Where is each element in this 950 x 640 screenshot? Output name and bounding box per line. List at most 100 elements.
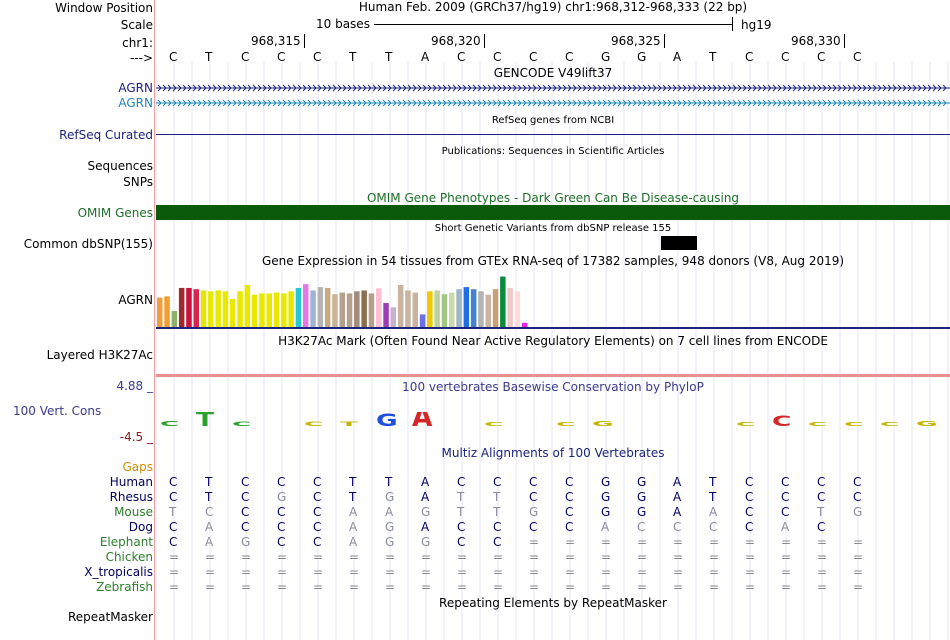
refseq-curated-label[interactable]: RefSeq Curated (59, 128, 153, 142)
base-letter: C (853, 50, 862, 64)
gtex-tissue-bar[interactable] (266, 293, 273, 327)
gtex-tissue-bar[interactable] (485, 294, 492, 327)
gtex-tissue-bar[interactable] (507, 287, 513, 327)
species-label[interactable]: Mouse (114, 505, 153, 519)
gtex-tissue-bar[interactable] (346, 293, 353, 327)
gencode-transcript-1[interactable] (156, 82, 950, 94)
gtex-tissue-bar[interactable] (303, 284, 309, 327)
gtex-tissue-bar[interactable] (295, 287, 302, 327)
gtex-tissue-bar[interactable] (332, 294, 338, 327)
alignment-base: C (169, 490, 178, 504)
gtex-tissue-bar[interactable] (339, 292, 346, 327)
alignment-base: A (601, 520, 610, 534)
gtex-tissue-bar[interactable] (434, 290, 440, 327)
gencode-transcript-2[interactable] (156, 97, 950, 109)
h3k27ac-signal[interactable] (156, 374, 950, 377)
alignment-base: = (169, 565, 180, 579)
species-label[interactable]: Elephant (99, 535, 153, 549)
dbsnp-variant[interactable] (661, 236, 697, 250)
layered-h3k27ac-label[interactable]: Layered H3K27Ac (46, 348, 153, 362)
sequences-label[interactable]: Sequences (87, 159, 153, 173)
gtex-tissue-bar[interactable] (456, 289, 462, 327)
gencode-track-agrn-1[interactable]: AGRN (118, 81, 153, 95)
gtex-tissue-bar[interactable] (230, 298, 236, 327)
gtex-tissue-bar[interactable] (324, 287, 331, 327)
gtex-tissue-bar[interactable] (478, 291, 484, 327)
gtex-tissue-bar[interactable] (427, 291, 433, 327)
multiz-track-title: Multiz Alignments of 100 Vertebrates (441, 446, 665, 460)
gtex-tissue-bar[interactable] (288, 291, 294, 327)
phylop-label[interactable]: 100 Vert. Cons (13, 404, 102, 418)
gtex-tissue-bar[interactable] (412, 292, 419, 327)
gtex-tissue-bar[interactable] (376, 288, 382, 327)
gtex-tissue-bar[interactable] (383, 303, 389, 327)
gtex-tissue-bar[interactable] (222, 291, 229, 327)
gtex-agrn-label[interactable]: AGRN (118, 293, 153, 307)
omim-genes-label[interactable]: OMIM Genes (77, 206, 153, 220)
gtex-tissue-bar[interactable] (178, 287, 185, 327)
gtex-tissue-bar[interactable] (310, 290, 316, 327)
gtex-tissue-bar[interactable] (281, 293, 287, 327)
gtex-tissue-bar[interactable] (449, 292, 455, 327)
gtex-tissue-bar[interactable] (514, 291, 521, 327)
gtex-tissue-bar[interactable] (244, 285, 251, 327)
multiz-alignment[interactable]: Human C T C C C T T A C C C C G G A T C C C C Rhesus C T C G C T G A T… (0, 475, 950, 595)
gtex-tissue-bar[interactable] (405, 290, 411, 327)
gtex-tissue-bar[interactable] (164, 296, 170, 327)
gtex-tissue-bar[interactable] (361, 290, 367, 327)
species-label[interactable]: Dog (128, 520, 153, 534)
gtex-tissue-bar[interactable] (419, 314, 426, 327)
gtex-tissue-bar[interactable] (200, 290, 207, 327)
species-label[interactable]: Zebrafish (96, 580, 153, 594)
gtex-tissue-bar[interactable] (397, 285, 404, 327)
gtex-tissue-bar[interactable] (215, 290, 221, 327)
gtex-tissue-bar[interactable] (522, 322, 528, 327)
gtex-tissue-bar[interactable] (470, 289, 477, 327)
alignment-base: T (493, 505, 501, 519)
species-label[interactable]: Chicken (105, 550, 153, 564)
coord-tick-2: 968,325 (611, 34, 665, 48)
gtex-tissue-bar[interactable] (368, 293, 375, 327)
repeatmasker-label[interactable]: RepeatMasker (67, 610, 153, 624)
gtex-tissue-bar[interactable] (171, 311, 178, 327)
gtex-tissue-bar[interactable] (208, 291, 214, 327)
base-letter: G (601, 50, 611, 64)
gtex-tissue-bar[interactable] (492, 289, 499, 327)
alignment-base: T (493, 490, 501, 504)
gtex-tissue-bar[interactable] (390, 307, 397, 327)
gtex-tissue-bar[interactable] (354, 291, 360, 327)
species-label[interactable]: Human (109, 475, 153, 489)
gtex-tissue-bar[interactable] (463, 287, 470, 327)
gtex-expression-chart[interactable] (156, 268, 950, 330)
alignment-base: C (817, 490, 826, 504)
alignment-base: = (745, 580, 756, 594)
base-letter: C (565, 50, 574, 64)
alignment-base: = (241, 580, 252, 594)
refseq-line[interactable] (156, 134, 950, 135)
gtex-tissue-bar[interactable] (186, 287, 192, 327)
gtex-tissue-bar[interactable] (237, 291, 243, 327)
gtex-tissue-bar[interactable] (273, 292, 280, 327)
alignment-base: C (853, 490, 862, 504)
alignment-base: C (313, 475, 322, 489)
species-label[interactable]: X_tropicalis (84, 565, 153, 579)
phylop-logo-glyph: C (484, 422, 503, 428)
phylop-logo-glyph: G (376, 412, 398, 431)
alignment-base: = (205, 565, 216, 579)
alignment-base: = (745, 535, 756, 549)
common-dbsnp-label[interactable]: Common dbSNP(155) (23, 237, 153, 251)
gencode-track-agrn-2[interactable]: AGRN (118, 96, 153, 110)
gtex-tissue-bar[interactable] (259, 293, 265, 327)
gtex-tissue-bar[interactable] (157, 297, 163, 327)
gtex-tissue-bar[interactable] (500, 276, 506, 327)
snps-label[interactable]: SNPs (123, 175, 153, 189)
omim-gene-bar[interactable] (156, 205, 950, 220)
gtex-tissue-bar[interactable] (441, 294, 448, 327)
species-label[interactable]: Rhesus (109, 490, 153, 504)
gtex-tissue-bar[interactable] (251, 294, 258, 327)
gtex-tissue-bar[interactable] (193, 289, 200, 327)
alignment-base: T (205, 490, 213, 504)
alignment-base: = (565, 535, 576, 549)
gtex-tissue-bar[interactable] (317, 287, 324, 327)
